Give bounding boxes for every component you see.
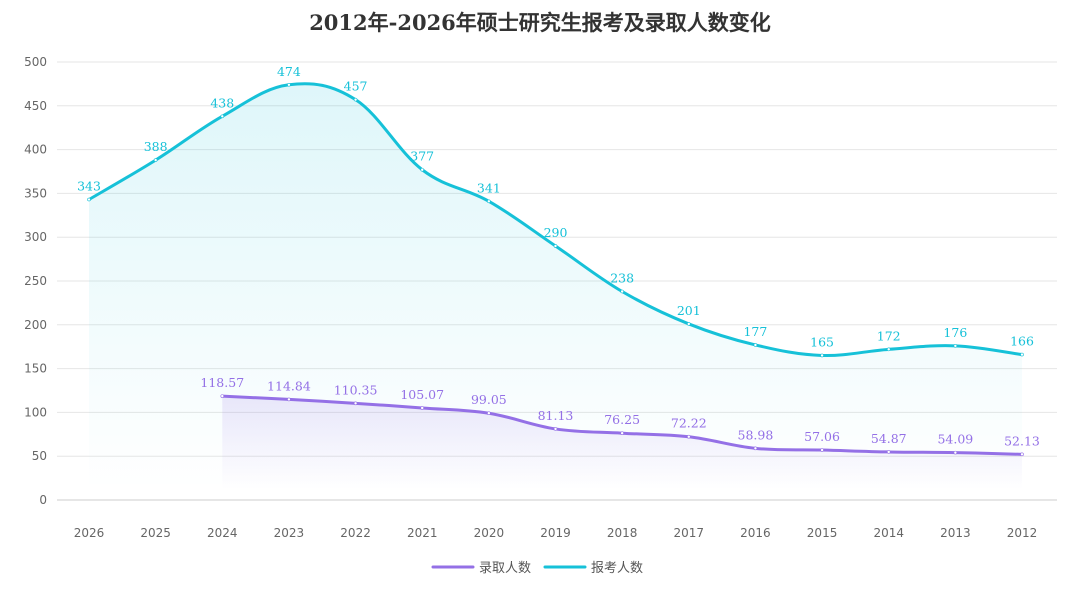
data-label: 438 — [210, 95, 234, 110]
data-label: 474 — [277, 64, 301, 79]
x-tick-label: 2026 — [74, 526, 105, 540]
data-label: 81.13 — [538, 408, 574, 423]
x-tick-label: 2015 — [807, 526, 838, 540]
x-tick-label: 2017 — [674, 526, 705, 540]
x-tick-label: 2023 — [274, 526, 305, 540]
data-point — [753, 343, 758, 347]
data-label: 176 — [943, 325, 967, 340]
y-tick-label: 100 — [24, 405, 47, 419]
data-point — [953, 450, 958, 455]
data-label: 57.06 — [804, 429, 840, 444]
y-tick-label: 300 — [24, 230, 47, 244]
y-tick-label: 400 — [24, 143, 47, 157]
data-point — [420, 167, 425, 172]
data-point — [553, 427, 558, 431]
data-point — [153, 158, 158, 162]
legend-label: 报考人数 — [591, 561, 643, 576]
data-label: 166 — [1010, 334, 1034, 349]
data-point — [487, 199, 491, 204]
x-tick-label: 2021 — [407, 526, 438, 540]
data-point — [553, 244, 558, 248]
data-point — [686, 434, 691, 439]
x-tick-label: 2018 — [607, 526, 638, 540]
data-label: 99.05 — [471, 392, 507, 407]
data-point — [420, 406, 425, 410]
data-point — [287, 82, 291, 87]
data-label: 238 — [610, 271, 634, 286]
data-label: 105.07 — [400, 387, 444, 402]
y-tick-label: 250 — [24, 274, 47, 288]
y-tick-label: 150 — [24, 362, 47, 376]
y-tick-label: 50 — [32, 449, 47, 463]
data-point — [220, 114, 225, 119]
x-tick-label: 2024 — [207, 526, 238, 540]
data-point — [1020, 352, 1024, 357]
data-label: 52.13 — [1004, 433, 1040, 448]
y-tick-label: 0 — [39, 493, 47, 507]
x-tick-label: 2013 — [940, 526, 971, 540]
data-point — [287, 397, 291, 402]
data-point — [886, 450, 891, 454]
data-point — [487, 411, 491, 416]
data-point — [220, 394, 225, 398]
data-label: 114.84 — [267, 378, 311, 393]
data-label: 290 — [544, 225, 568, 240]
y-tick-label: 200 — [24, 318, 47, 332]
data-point — [753, 446, 758, 451]
data-label: 54.09 — [937, 432, 973, 447]
legend: 录取人数 报考人数 — [431, 561, 643, 576]
data-point — [620, 431, 624, 436]
x-tick-label: 2020 — [474, 526, 505, 540]
x-tick-label: 2012 — [1007, 526, 1038, 540]
data-label: 165 — [810, 334, 834, 349]
data-label: 110.35 — [334, 382, 378, 397]
data-label: 54.87 — [871, 431, 907, 446]
data-point — [820, 353, 824, 358]
data-label: 377 — [410, 149, 434, 164]
chart-title: 2012年-2026年硕士研究生报考及录取人数变化 — [309, 10, 771, 35]
data-point — [820, 448, 824, 452]
data-label: 58.98 — [738, 427, 774, 442]
data-point — [353, 401, 358, 406]
legend-label: 录取人数 — [479, 561, 531, 576]
data-label: 343 — [77, 179, 101, 194]
x-tick-label: 2019 — [540, 526, 571, 540]
data-label: 201 — [677, 303, 701, 318]
series-area-0 — [89, 83, 1022, 490]
data-point — [886, 347, 891, 352]
x-tick-label: 2022 — [340, 526, 371, 540]
x-tick-label: 2014 — [873, 526, 904, 540]
y-tick-label: 450 — [24, 99, 47, 113]
data-label: 172 — [877, 328, 901, 343]
x-tick-label: 2025 — [140, 526, 171, 540]
data-label: 341 — [477, 180, 501, 195]
data-label: 388 — [144, 139, 168, 154]
data-point — [353, 97, 358, 102]
x-tick-label: 2016 — [740, 526, 771, 540]
data-label: 457 — [344, 79, 368, 94]
data-label: 76.25 — [604, 412, 640, 427]
data-label: 177 — [743, 324, 767, 339]
series-area-1 — [222, 396, 1023, 490]
data-point — [686, 322, 691, 326]
data-label: 118.57 — [200, 375, 244, 390]
data-point — [1020, 452, 1024, 457]
y-tick-label: 500 — [24, 55, 47, 69]
y-tick-label: 350 — [24, 186, 47, 200]
data-point — [620, 289, 624, 294]
data-point — [87, 197, 91, 202]
data-label: 72.22 — [671, 416, 707, 431]
data-point — [953, 344, 958, 348]
